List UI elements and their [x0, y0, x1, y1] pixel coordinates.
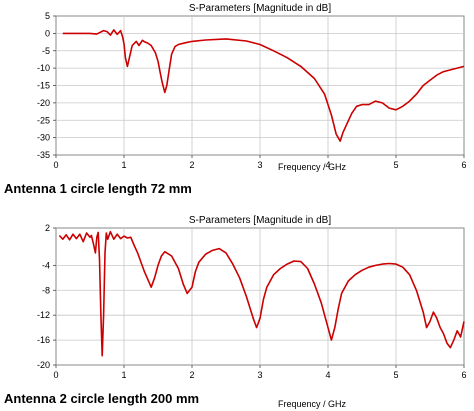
x-tick-label: 4 [325, 370, 330, 380]
series-line [58, 230, 465, 357]
x-tick-label: 5 [393, 160, 398, 170]
y-tick-label: -8 [42, 285, 50, 295]
x-tick-label: 2 [189, 370, 194, 380]
x-tick-label: 6 [461, 160, 466, 170]
caption-antenna-2: Antenna 2 circle length 200 mm [4, 391, 200, 406]
y-tick-label: 0 [45, 28, 50, 38]
y-tick-label: -10 [37, 63, 50, 73]
y-tick-label: -16 [37, 335, 50, 345]
chart-antenna-1: S-Parameters [Magnitude in dB]0 1 2 3 4 5 650-… [37, 3, 467, 172]
x-tick-label: 5 [393, 370, 398, 380]
caption-antenna-1: Antenna 1 circle length 72 mm [4, 181, 192, 196]
series-line [62, 29, 465, 142]
y-tick-label: -5 [42, 46, 50, 56]
x-tick-label: 1 [121, 160, 126, 170]
x-tick-label: 6 [461, 370, 466, 380]
y-tick-label: -12 [37, 310, 50, 320]
y-tick-label: -4 [42, 260, 50, 270]
y-tick-label: 2 [45, 223, 50, 233]
x-tick-label: 0 [53, 160, 58, 170]
y-tick-label: -35 [37, 150, 50, 160]
x-axis-label: Frequency / GHz [278, 399, 347, 409]
y-tick-label: 5 [45, 11, 50, 21]
chart-antenna-2: S-Parameters [Magnitude in dB] 0 1 2 3 4 5 6 2 -4… [37, 215, 467, 409]
y-tick-label: -25 [37, 115, 50, 125]
x-tick-label: 3 [257, 160, 262, 170]
x-tick-label: 3 [257, 370, 262, 380]
x-tick-label: 1 [121, 370, 126, 380]
x-tick-label: 4 [325, 160, 330, 170]
y-tick-label: -20 [37, 360, 50, 370]
x-tick-label: 2 [189, 160, 194, 170]
y-tick-label: -30 [37, 133, 50, 143]
y-tick-label: -15 [37, 81, 50, 91]
chart-title: S-Parameters [Magnitude in dB] [189, 215, 332, 226]
y-tick-label: -20 [37, 98, 50, 108]
chart-title: S-Parameters [Magnitude in dB] [189, 3, 332, 14]
x-axis-label: Frequency / GHz [278, 162, 347, 172]
x-tick-label: 0 [53, 370, 58, 380]
